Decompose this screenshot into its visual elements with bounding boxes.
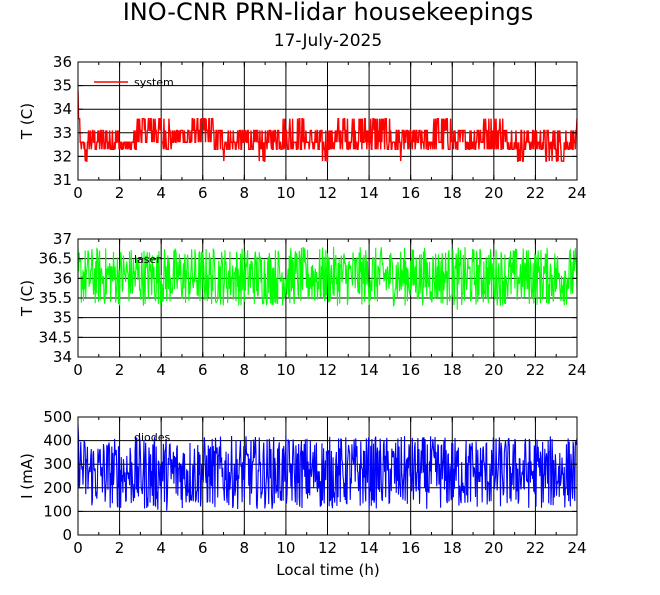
y-tick-label: 400 xyxy=(43,432,72,450)
x-tick-label: 0 xyxy=(73,539,83,557)
x-tick-label: 24 xyxy=(567,184,586,202)
x-tick-label: 8 xyxy=(240,539,250,557)
x-tick-label: 0 xyxy=(73,361,83,379)
legend-label: diodes xyxy=(134,431,171,444)
y-tick-label: 33 xyxy=(53,124,72,142)
x-tick-label: 10 xyxy=(276,539,295,557)
legend-label: system xyxy=(134,76,174,89)
y-axis-label: I (mA) xyxy=(18,453,36,499)
x-tick-label: 14 xyxy=(360,184,379,202)
x-tick-label: 6 xyxy=(198,361,208,379)
y-tick-label: 35 xyxy=(53,309,72,327)
y-tick-label: 34.5 xyxy=(39,328,72,346)
y-tick-label: 36 xyxy=(53,269,72,287)
x-tick-label: 2 xyxy=(115,361,125,379)
legend-label: laser xyxy=(134,253,161,266)
y-tick-label: 34 xyxy=(53,100,72,118)
series-line-diodes xyxy=(78,424,577,511)
x-tick-label: 12 xyxy=(318,539,337,557)
x-tick-label: 10 xyxy=(276,184,295,202)
y-axis-label: T (C) xyxy=(18,280,36,317)
x-tick-label: 8 xyxy=(240,361,250,379)
x-tick-label: 22 xyxy=(526,361,545,379)
figure-subtitle: 17-July-2025 xyxy=(274,31,382,51)
x-tick-label: 16 xyxy=(401,361,420,379)
x-tick-label: 16 xyxy=(401,184,420,202)
x-tick-label: 14 xyxy=(360,361,379,379)
y-axis-label: T (C) xyxy=(18,103,36,140)
x-tick-label: 24 xyxy=(567,539,586,557)
y-tick-label: 34 xyxy=(53,348,72,366)
x-tick-label: 12 xyxy=(318,361,337,379)
y-tick-label: 37 xyxy=(53,230,72,248)
series-line-laser xyxy=(78,246,577,310)
y-tick-label: 35.5 xyxy=(39,289,72,307)
y-tick-label: 35 xyxy=(53,77,72,95)
y-tick-label: 32 xyxy=(53,147,72,165)
y-tick-label: 0 xyxy=(62,526,72,544)
x-tick-label: 6 xyxy=(198,184,208,202)
y-tick-label: 36 xyxy=(53,53,72,71)
x-tick-label: 18 xyxy=(443,361,462,379)
x-tick-label: 20 xyxy=(484,184,503,202)
x-tick-label: 4 xyxy=(156,184,166,202)
x-axis-label: Local time (h) xyxy=(276,561,380,579)
y-tick-label: 500 xyxy=(43,408,72,426)
x-tick-label: 16 xyxy=(401,539,420,557)
x-tick-label: 2 xyxy=(115,184,125,202)
y-tick-label: 200 xyxy=(43,479,72,497)
x-tick-label: 14 xyxy=(360,539,379,557)
x-tick-label: 20 xyxy=(484,539,503,557)
x-tick-label: 20 xyxy=(484,361,503,379)
series-line-system xyxy=(78,90,577,162)
x-tick-label: 4 xyxy=(156,361,166,379)
x-tick-label: 12 xyxy=(318,184,337,202)
x-tick-label: 10 xyxy=(276,361,295,379)
x-tick-label: 24 xyxy=(567,361,586,379)
x-tick-label: 18 xyxy=(443,184,462,202)
x-tick-label: 4 xyxy=(156,539,166,557)
x-tick-label: 22 xyxy=(526,184,545,202)
x-tick-label: 2 xyxy=(115,539,125,557)
x-tick-label: 0 xyxy=(73,184,83,202)
figure-title: INO-CNR PRN-lidar housekeepings xyxy=(123,0,534,26)
y-tick-label: 36.5 xyxy=(39,250,72,268)
y-tick-label: 300 xyxy=(43,455,72,473)
x-tick-label: 6 xyxy=(198,539,208,557)
x-tick-label: 18 xyxy=(443,539,462,557)
x-tick-label: 22 xyxy=(526,539,545,557)
y-tick-label: 31 xyxy=(53,171,72,189)
x-tick-label: 8 xyxy=(240,184,250,202)
y-tick-label: 100 xyxy=(43,502,72,520)
